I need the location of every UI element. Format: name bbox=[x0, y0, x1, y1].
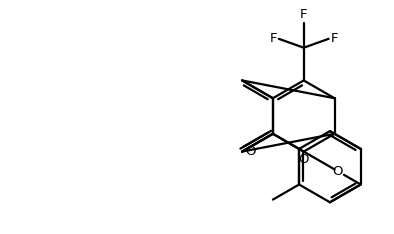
Text: O: O bbox=[299, 153, 309, 166]
Text: F: F bbox=[269, 32, 277, 45]
Text: O: O bbox=[245, 145, 256, 158]
Text: F: F bbox=[300, 8, 307, 21]
Text: O: O bbox=[333, 165, 343, 178]
Text: F: F bbox=[331, 32, 338, 45]
